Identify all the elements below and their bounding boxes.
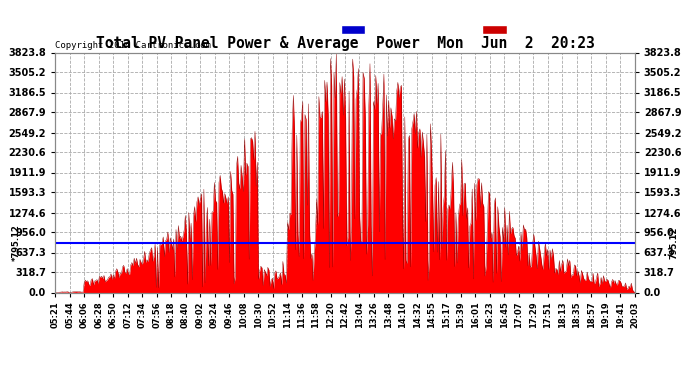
- Text: 795.12: 795.12: [669, 226, 678, 259]
- Legend: Average  (DC Watts), PV Panels  (DC Watts): Average (DC Watts), PV Panels (DC Watts): [341, 25, 630, 35]
- Text: Copyright 2014 Cartronics.com: Copyright 2014 Cartronics.com: [55, 41, 211, 50]
- Text: *795.12: *795.12: [12, 224, 21, 261]
- Title: Total PV Panel Power & Average  Power  Mon  Jun  2  20:23: Total PV Panel Power & Average Power Mon…: [96, 36, 594, 51]
